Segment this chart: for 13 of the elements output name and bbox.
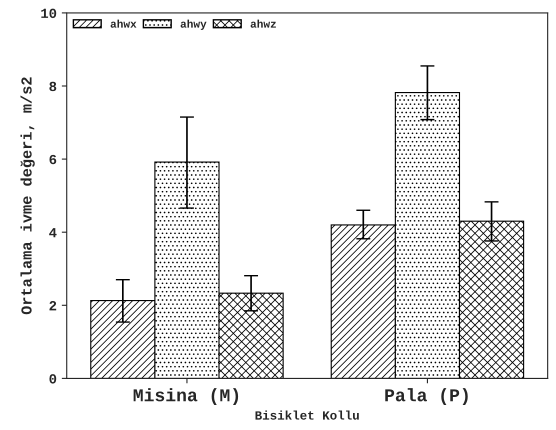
y-tick-label: 10 [41,8,56,18]
x-tick-label: Pala (P) [385,388,468,405]
y-tick-label: 8 [49,82,56,92]
y-tick-label: 2 [49,301,56,310]
legend-label: ahwy [180,20,207,30]
legend-label: ahwx [110,20,136,28]
legend-label: ahwz [250,20,276,28]
y-axis-title: Ortalama ivme değeri, m/s2 [20,77,35,314]
x-axis-title: Bisiklet Kollu [256,410,359,420]
y-tick-label: 6 [50,154,56,164]
x-tick-label: Misina (M) [134,388,238,405]
y-tick-label: 0 [49,374,56,384]
y-tick-label: 4 [49,228,57,238]
